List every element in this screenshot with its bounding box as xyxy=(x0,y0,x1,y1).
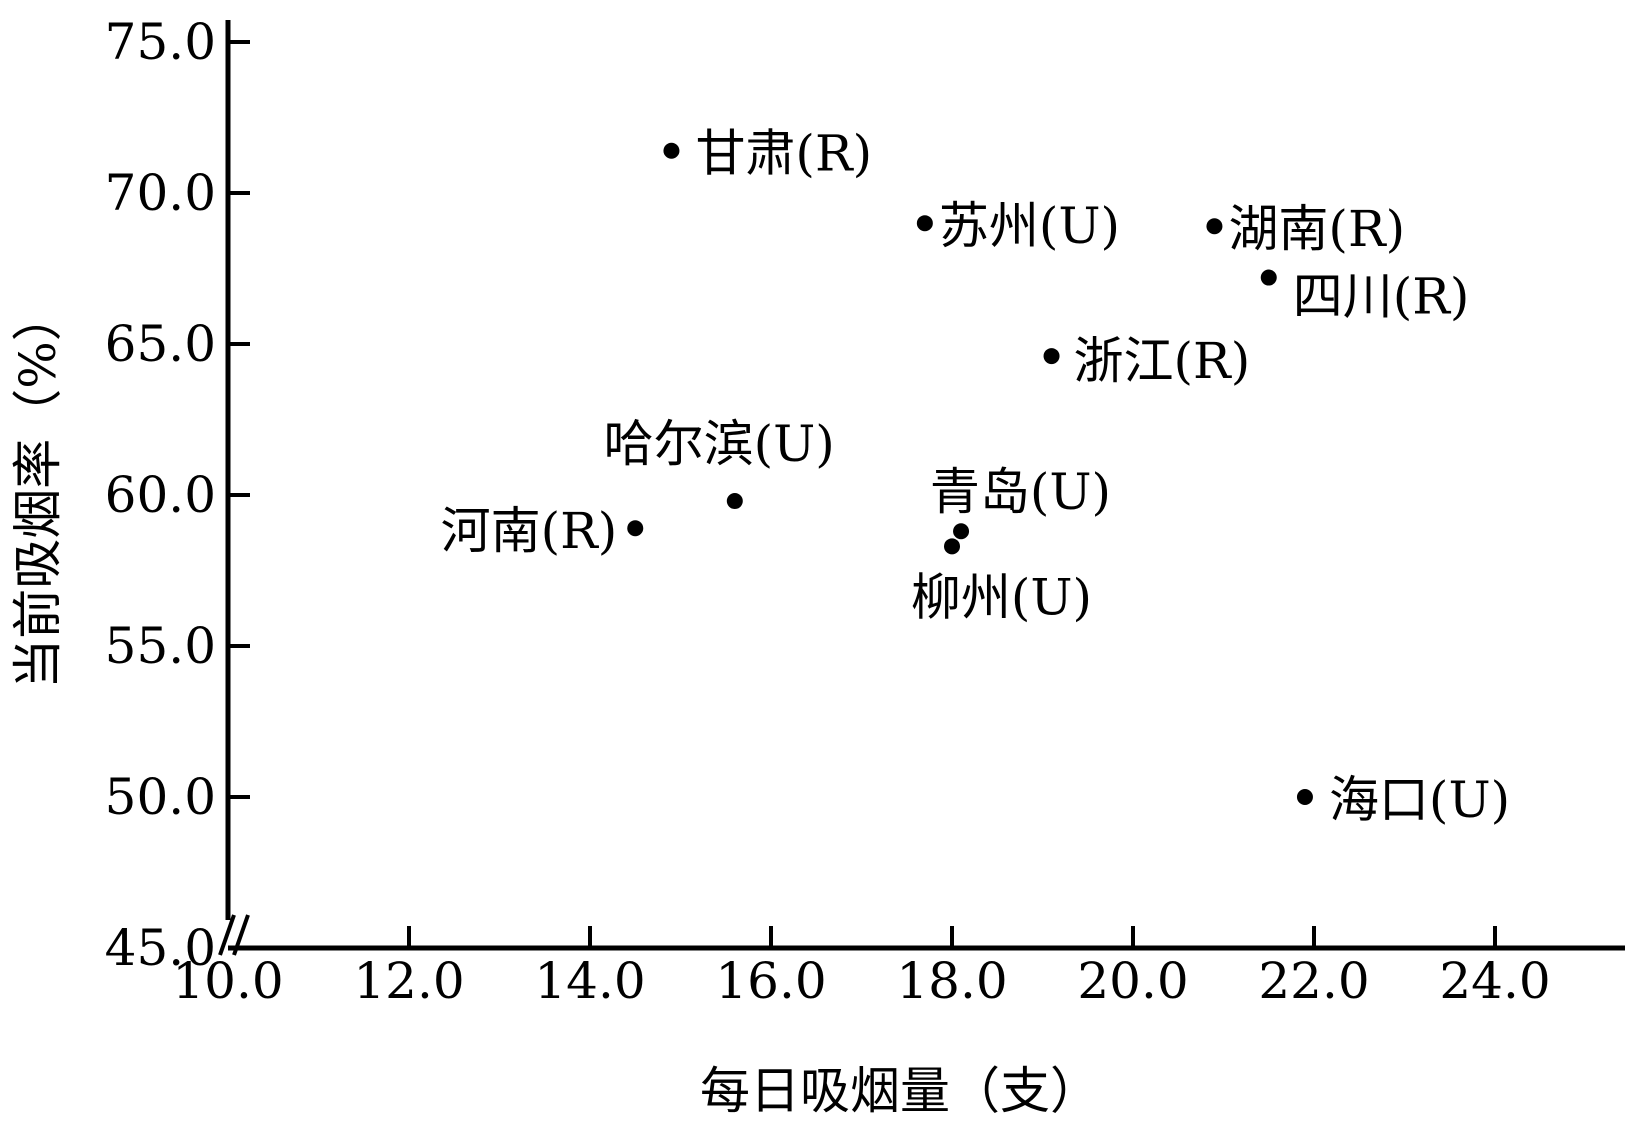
data-point xyxy=(726,493,743,510)
point-label: 河南(R) xyxy=(441,502,618,560)
point-label: 哈尔滨(U) xyxy=(604,415,835,473)
x-axis-title: 每日吸烟量（支） xyxy=(700,1062,1100,1120)
y-tick-label: 50.0 xyxy=(105,768,216,826)
x-tick-label: 22.0 xyxy=(1258,952,1369,1010)
axis-break-marker xyxy=(218,914,250,956)
y-tick-label: 55.0 xyxy=(105,617,216,675)
y-axis-title: 当前吸烟率（%） xyxy=(9,291,67,689)
data-points xyxy=(627,142,1313,805)
y-tick-label: 65.0 xyxy=(105,315,216,373)
data-point xyxy=(1043,348,1060,365)
x-tick-label: 10.0 xyxy=(172,952,283,1010)
data-point xyxy=(1206,218,1223,235)
y-tick-label: 60.0 xyxy=(105,466,216,524)
data-point xyxy=(1260,269,1277,286)
point-label: 苏州(U) xyxy=(939,197,1120,255)
point-label: 浙江(R) xyxy=(1074,332,1251,390)
x-tick-label: 14.0 xyxy=(534,952,645,1010)
y-tick-label: 70.0 xyxy=(105,164,216,222)
x-tick-label: 16.0 xyxy=(715,952,826,1010)
point-labels: 甘肃(R) 苏州(U) 湖南(R) 四川(R) 浙江(R) 哈尔滨(U) 河南(R) 青岛(U… xyxy=(441,125,1511,829)
point-label: 甘肃(R) xyxy=(695,125,872,183)
point-label: 青岛(U) xyxy=(930,463,1111,521)
y-tick-label: 45.0 xyxy=(105,919,216,977)
data-point xyxy=(627,520,644,537)
x-tick-label: 24.0 xyxy=(1439,952,1550,1010)
x-tick-label: 20.0 xyxy=(1077,952,1188,1010)
axes xyxy=(218,20,1625,956)
data-point xyxy=(916,215,933,232)
point-label: 柳州(U) xyxy=(911,568,1092,626)
y-tick-label: 75.0 xyxy=(105,13,216,71)
point-label: 海口(U) xyxy=(1329,771,1510,829)
data-point xyxy=(663,142,680,159)
point-label: 四川(R) xyxy=(1293,268,1470,326)
data-point xyxy=(944,538,960,555)
data-point xyxy=(1296,789,1313,805)
x-tick-label: 18.0 xyxy=(896,952,1007,1010)
point-label: 湖南(R) xyxy=(1228,200,1405,258)
ticks: 10.0 12.0 14.0 16.0 18.0 20.0 22.0 24.0 45.0 50.0… xyxy=(105,13,1551,1010)
x-tick-label: 12.0 xyxy=(353,952,464,1010)
data-point xyxy=(953,523,970,540)
